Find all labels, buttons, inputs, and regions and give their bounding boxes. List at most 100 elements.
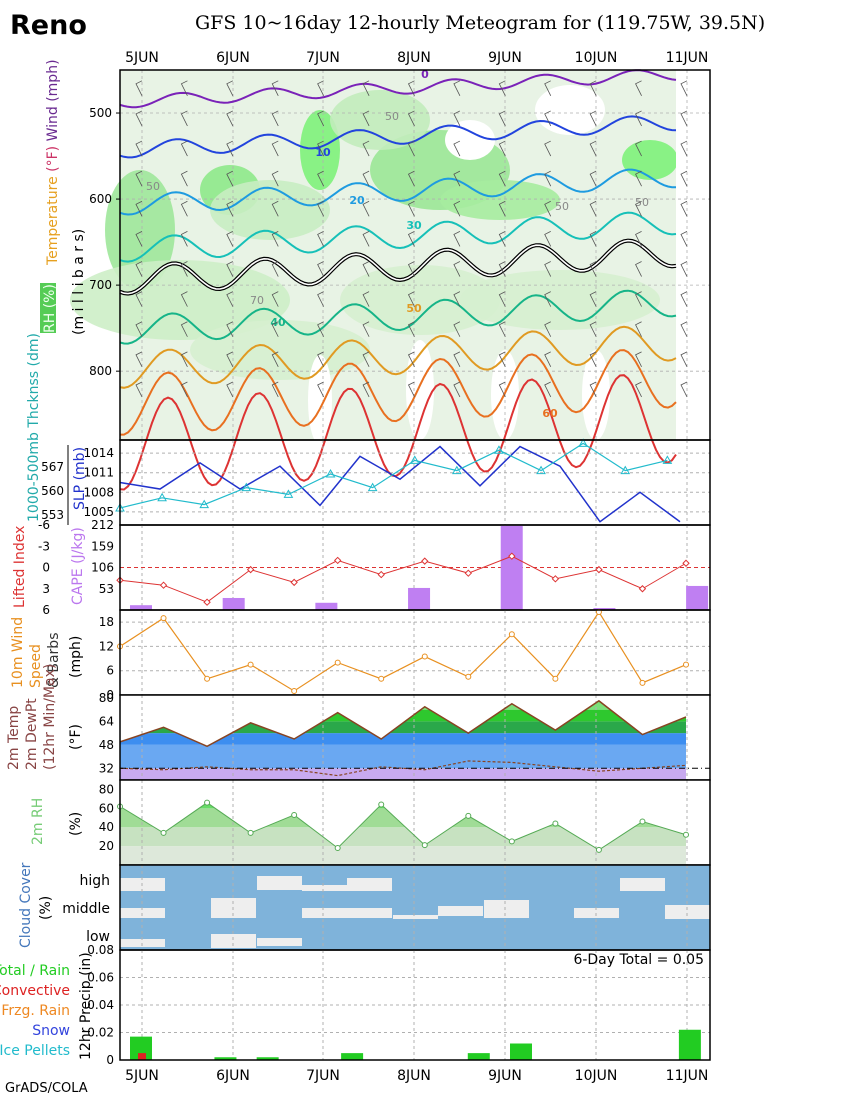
- wind-barb: [362, 351, 370, 368]
- wind-barb: [362, 381, 370, 398]
- wind-barb: [317, 351, 325, 368]
- wind-speed-marker: [421, 653, 428, 660]
- wind-barb: [135, 381, 143, 398]
- wind-barb: [362, 140, 370, 157]
- cloud-block: [257, 876, 302, 890]
- li-tick-label: 3: [42, 582, 50, 596]
- wind-barb: [544, 170, 552, 187]
- precip-legend-item: Total / Rain: [0, 963, 70, 979]
- ylabel-cape: CAPE (J/kg): [70, 527, 86, 605]
- wind-barb: [498, 321, 506, 337]
- ylabel-wind-part: Speed: [28, 644, 44, 688]
- rh-mask: [120, 780, 710, 850]
- chart-title: GFS 10~16day 12-hourly Meteogram for (11…: [195, 12, 766, 34]
- wind-barb: [271, 200, 279, 217]
- wind-barb: [317, 291, 325, 307]
- y-tick-label: 500: [89, 106, 112, 120]
- li-marker: [203, 598, 211, 606]
- isotherm-50: [119, 325, 677, 389]
- wind-barb: [362, 200, 370, 217]
- wind-speed-marker: [465, 673, 472, 680]
- li-tick-label: 6: [42, 603, 50, 617]
- wind-speed-marker: [247, 661, 254, 668]
- rh-marker: [160, 829, 167, 836]
- wind-barb: [362, 231, 370, 247]
- cape-bar: [500, 525, 523, 610]
- wind-barb: [226, 110, 234, 127]
- wind-barb: [226, 291, 234, 307]
- precip-tick-label: 0.04: [87, 998, 114, 1012]
- wind-barb: [226, 231, 234, 247]
- wind-barb: [135, 110, 143, 127]
- isotherm-20: [119, 168, 676, 216]
- wind-barb: [317, 110, 325, 127]
- isotherm-label: 20: [349, 194, 365, 207]
- wind-barb: [498, 170, 506, 187]
- wind-barb: [407, 170, 415, 187]
- precip-tick-label: 0.02: [87, 1026, 114, 1040]
- temp-line: [119, 699, 687, 748]
- ylabel-precip: 12hr Precip (in): [78, 952, 94, 1060]
- ylabel-slp: SLP (mb): [72, 447, 88, 510]
- wind-barb: [498, 80, 506, 96]
- wind-tick-label: 18: [99, 615, 114, 629]
- isotherm-label: 30: [406, 219, 422, 232]
- wind-barb: [635, 261, 642, 277]
- wind-barb: [680, 231, 688, 247]
- temp-band: [120, 721, 686, 734]
- date-label-top: 8JUN: [397, 50, 431, 66]
- wind-barb: [407, 231, 415, 247]
- wind-barb: [589, 110, 597, 127]
- slp-tick-label: 1008: [83, 485, 114, 499]
- temp-mask: [120, 695, 710, 747]
- rh-tick-label: 60: [99, 801, 114, 815]
- wind-barb: [317, 200, 325, 217]
- ylabel-part: Temperature: [45, 176, 61, 266]
- wind-barb: [226, 140, 234, 157]
- wind-barb: [271, 140, 279, 157]
- date-label-top: 7JUN: [306, 50, 340, 66]
- thickness-marker: [241, 482, 252, 492]
- wind-barb: [135, 80, 143, 96]
- ylabel-part: (°F): [45, 146, 61, 176]
- wind-barb: [362, 110, 370, 127]
- rh-marker: [595, 846, 602, 853]
- slp-tick-label: 1014: [83, 446, 114, 460]
- wind-barb: [680, 351, 688, 368]
- cloud-level-label: middle: [62, 901, 110, 917]
- wind-speed-marker: [552, 675, 559, 682]
- wind-barb: [453, 261, 461, 277]
- cloud-block: [257, 938, 302, 946]
- date-label-bottom: 6JUN: [216, 1068, 250, 1084]
- y-tick-label: 700: [89, 278, 112, 292]
- wind-barb: [680, 80, 688, 96]
- precip-tick-label: 0: [106, 1053, 114, 1067]
- wind-speed-marker: [639, 679, 646, 686]
- location-title: Reno: [10, 10, 87, 41]
- date-label-bottom: 5JUN: [125, 1068, 159, 1084]
- cape-tick-label: 159: [91, 539, 114, 553]
- cloud-block: [347, 878, 392, 891]
- wind-barb: [453, 291, 461, 307]
- thickness-tick-label: 567: [41, 460, 64, 474]
- date-label-bottom: 7JUN: [306, 1068, 340, 1084]
- wind-barb: [271, 351, 279, 368]
- wind-barb: [635, 381, 642, 398]
- precip-bar: [341, 1053, 364, 1060]
- rh-blob: [300, 110, 340, 190]
- thickness-marker: [409, 455, 420, 464]
- isotherm-10: [119, 115, 677, 159]
- wind-barb: [135, 140, 143, 157]
- thickness-marker: [536, 465, 546, 475]
- precip-legend-item: Convective: [0, 983, 70, 999]
- wind-barb: [544, 200, 552, 217]
- lifted-index-line: [119, 555, 687, 603]
- wind-barb: [180, 140, 188, 157]
- wind-barb: [498, 351, 506, 368]
- wind-tick-label: 12: [99, 639, 114, 653]
- date-label-top: 5JUN: [125, 50, 159, 66]
- wind-barb: [453, 170, 461, 187]
- wind-barb: [680, 200, 688, 217]
- wind-barb: [589, 231, 597, 247]
- wind-barb: [589, 321, 597, 337]
